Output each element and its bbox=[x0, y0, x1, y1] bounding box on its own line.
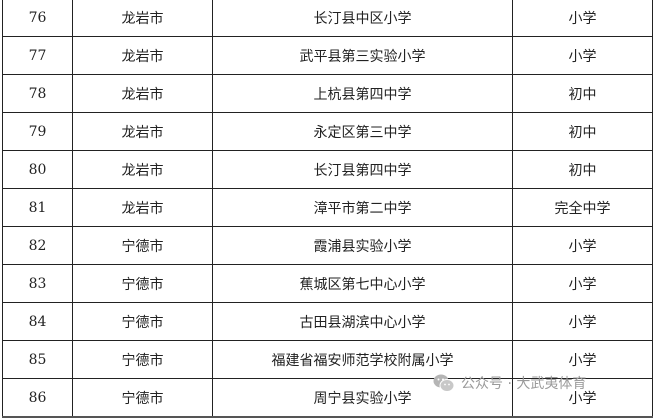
city-cell: 龙岩市 bbox=[72, 0, 213, 37]
row-number: 81 bbox=[2, 188, 73, 227]
school-name-cell: 上杭县第四中学 bbox=[212, 74, 513, 113]
school-name-cell: 霞浦县实验小学 bbox=[212, 226, 513, 265]
row-number: 84 bbox=[2, 302, 73, 341]
school-type-cell: 小学 bbox=[512, 226, 653, 265]
table-row: 83 宁德市 蕉城区第七中心小学 小学 bbox=[2, 264, 653, 303]
school-type-cell: 初中 bbox=[512, 74, 653, 113]
school-name-cell: 漳平市第二中学 bbox=[212, 188, 513, 227]
table-row: 76 龙岩市 长汀县中区小学 小学 bbox=[2, 0, 653, 37]
city-cell: 宁德市 bbox=[72, 340, 213, 379]
city-cell: 宁德市 bbox=[72, 264, 213, 303]
city-cell: 龙岩市 bbox=[72, 188, 213, 227]
table-row: 82 宁德市 霞浦县实验小学 小学 bbox=[2, 226, 653, 265]
school-type-cell: 完全中学 bbox=[512, 188, 653, 227]
table-row: 78 龙岩市 上杭县第四中学 初中 bbox=[2, 74, 653, 113]
wechat-icon bbox=[433, 374, 455, 392]
row-number: 80 bbox=[2, 150, 73, 189]
city-cell: 宁德市 bbox=[72, 226, 213, 265]
school-name-cell: 永定区第三中学 bbox=[212, 112, 513, 151]
school-name-cell: 长汀县中区小学 bbox=[212, 0, 513, 37]
table-row: 77 龙岩市 武平县第三实验小学 小学 bbox=[2, 36, 653, 75]
row-number: 82 bbox=[2, 226, 73, 265]
school-name-cell: 古田县湖滨中心小学 bbox=[212, 302, 513, 341]
school-name-cell: 蕉城区第七中心小学 bbox=[212, 264, 513, 303]
table-row: 79 龙岩市 永定区第三中学 初中 bbox=[2, 112, 653, 151]
city-cell: 龙岩市 bbox=[72, 150, 213, 189]
row-number: 79 bbox=[2, 112, 73, 151]
row-number: 78 bbox=[2, 74, 73, 113]
city-cell: 龙岩市 bbox=[72, 74, 213, 113]
school-type-cell: 小学 bbox=[512, 302, 653, 341]
table-row: 84 宁德市 古田县湖滨中心小学 小学 bbox=[2, 302, 653, 341]
school-type-cell: 初中 bbox=[512, 150, 653, 189]
row-number: 83 bbox=[2, 264, 73, 303]
school-name-cell: 武平县第三实验小学 bbox=[212, 36, 513, 75]
city-cell: 宁德市 bbox=[72, 302, 213, 341]
row-number: 86 bbox=[2, 378, 73, 418]
watermark-text: 公众号 · 大武夷体育 bbox=[461, 376, 587, 392]
school-type-cell: 初中 bbox=[512, 112, 653, 151]
table-row: 85 宁德市 福建省福安师范学校附属小学 小学 bbox=[2, 340, 653, 379]
city-cell: 宁德市 bbox=[72, 378, 213, 418]
row-number: 85 bbox=[2, 340, 73, 379]
school-type-cell: 小学 bbox=[512, 264, 653, 303]
school-type-cell: 小学 bbox=[512, 36, 653, 75]
city-cell: 龙岩市 bbox=[72, 112, 213, 151]
table-row: 81 龙岩市 漳平市第二中学 完全中学 bbox=[2, 188, 653, 227]
school-type-cell: 小学 bbox=[512, 378, 653, 418]
school-type-cell: 小学 bbox=[512, 0, 653, 37]
table-row: 86 宁德市 周宁县实验小学 小学 bbox=[2, 378, 653, 418]
city-cell: 龙岩市 bbox=[72, 36, 213, 75]
row-number: 77 bbox=[2, 36, 73, 75]
school-name-cell: 周宁县实验小学 bbox=[212, 378, 513, 418]
row-number: 76 bbox=[2, 0, 73, 37]
watermark: 公众号 · 大武夷体育 bbox=[433, 373, 586, 393]
school-type-cell: 小学 bbox=[512, 340, 653, 379]
school-name-cell: 长汀县第四中学 bbox=[212, 150, 513, 189]
table-row: 80 龙岩市 长汀县第四中学 初中 bbox=[2, 150, 653, 189]
